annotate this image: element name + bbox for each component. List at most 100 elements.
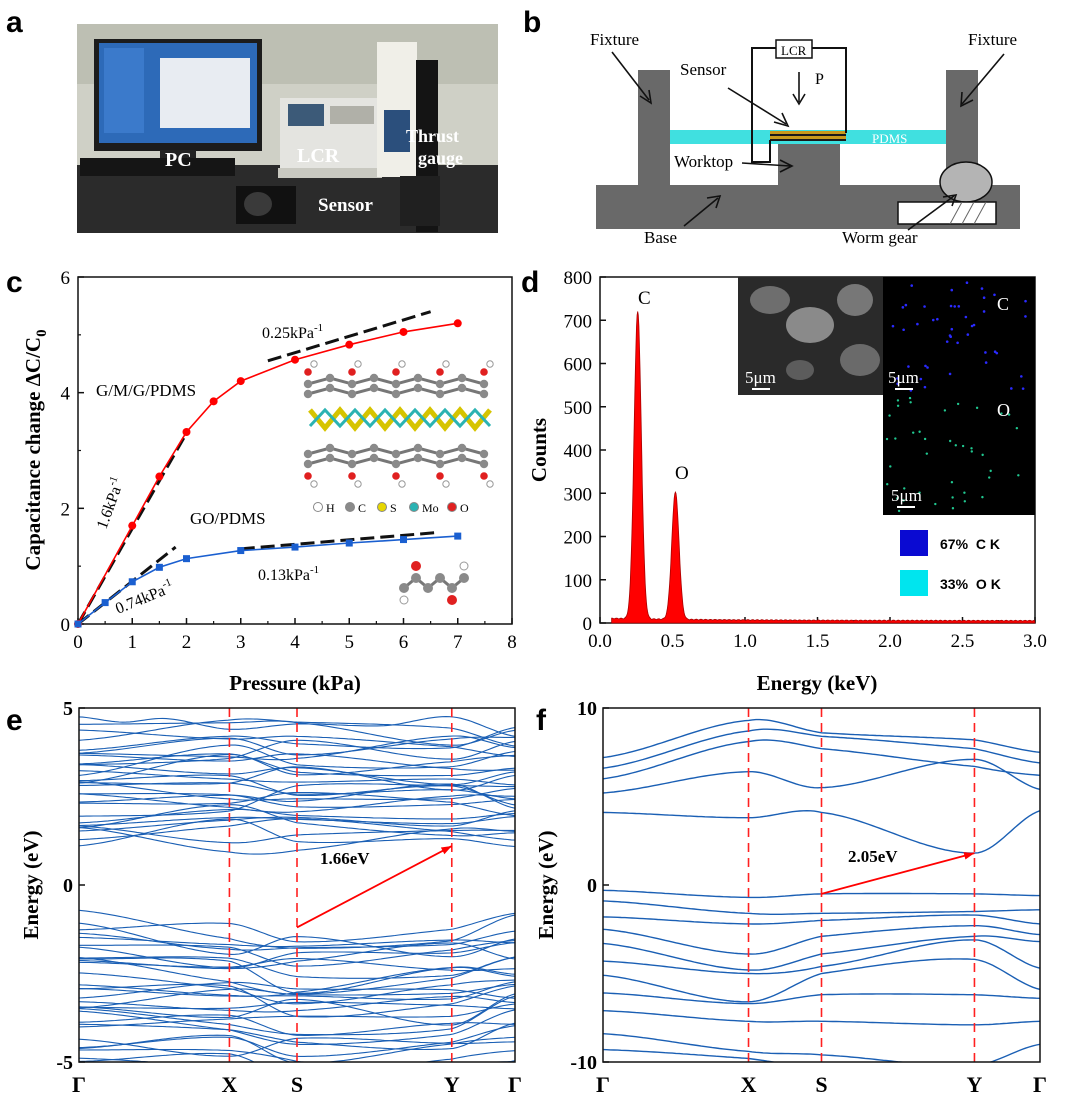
ytick-label: -5 xyxy=(56,1052,73,1074)
hydrogen-atom xyxy=(486,360,494,368)
carbon-atom xyxy=(457,383,467,393)
panel-letter-b: b xyxy=(523,6,541,39)
fixture-left-block xyxy=(638,70,670,188)
d-xtick-label: 0.0 xyxy=(588,631,612,652)
carbon-map-dot xyxy=(984,361,988,364)
e-gap-label: 1.66eV xyxy=(320,849,370,868)
legend-atom-label: H xyxy=(326,501,335,515)
carbon-map-dot xyxy=(950,327,954,331)
conduction-band xyxy=(79,791,515,817)
carbon-atom xyxy=(369,453,379,463)
c-xtick-label: 8 xyxy=(507,632,517,653)
carbon-map-dot xyxy=(956,341,959,345)
oxygen-map-dot xyxy=(896,497,899,500)
oxygen-map-dot xyxy=(956,402,960,406)
gap-arrow-head xyxy=(963,852,975,860)
carbon-map-dot xyxy=(916,322,919,326)
carbon-atom xyxy=(303,459,313,469)
oxygen-map-dot xyxy=(963,500,967,503)
label-sensor-photo: Sensor xyxy=(318,195,373,216)
d-ytick-label: 600 xyxy=(564,355,593,376)
oxygen-map-dot xyxy=(975,406,979,410)
carbon-map-dot xyxy=(949,304,953,308)
carbon-atom xyxy=(457,443,467,453)
scale-bar-c-map: 5μm xyxy=(888,368,919,387)
c-ytick-label: 4 xyxy=(61,384,71,405)
carbon-atom xyxy=(435,459,445,469)
d-ytick-label: 300 xyxy=(564,484,593,505)
carbon-atom xyxy=(413,383,423,393)
oxygen-map-dot xyxy=(902,499,905,502)
f-gap-arrow xyxy=(821,852,975,895)
carbon-map-dot xyxy=(902,328,905,332)
e-axis-ticks: -5 0 5 Γ X S Y Γ xyxy=(56,698,522,1097)
slope-4: 0.13kPa-1 xyxy=(258,564,319,584)
f-ylabel: Energy (eV) xyxy=(534,830,558,939)
panel-f: f -10 0 10 Γ X S Y Γ Energy (eV) 2.05eV xyxy=(534,698,1047,1097)
carbon-atom xyxy=(325,443,335,453)
d-xlabel: Energy (keV) xyxy=(757,671,878,695)
c-point xyxy=(345,340,354,349)
kpoint-label: X xyxy=(741,1072,757,1097)
oxygen-map-dot xyxy=(970,450,973,453)
legend-atom-h xyxy=(313,502,323,512)
composition-swatch-c xyxy=(900,530,928,556)
carbon-map-dot xyxy=(1024,315,1027,318)
conduction-band xyxy=(79,763,515,786)
c-xtick-label: 1 xyxy=(128,632,138,653)
carbon-map-dot xyxy=(924,364,927,368)
c-point xyxy=(101,599,109,607)
oxygen-atom xyxy=(392,472,400,480)
kpoint-label: Y xyxy=(444,1072,460,1097)
d-ytick-label: 200 xyxy=(564,528,593,549)
carbon-map-dot xyxy=(950,288,954,292)
hydrogen-atom xyxy=(442,360,450,368)
carbon-atom xyxy=(369,383,379,393)
panel-d: d 0.0 0.5 1.0 1.5 2.0 2.5 3.0 0 100 200 300 400 500 6… xyxy=(521,266,1047,695)
oxygen-map-dot xyxy=(934,502,937,506)
c-point xyxy=(291,355,299,364)
conduction-band xyxy=(79,766,515,791)
valence-band xyxy=(79,958,515,972)
legend-atom-mo xyxy=(409,502,419,512)
sensor-layer xyxy=(770,131,846,134)
oxygen-atom xyxy=(436,368,444,376)
c-point xyxy=(74,620,82,628)
go-structure-inset xyxy=(399,561,469,605)
c-point xyxy=(182,427,191,436)
carbon-atom xyxy=(413,453,423,463)
composition-c: 67% C K xyxy=(940,536,1000,552)
carbon-map-dot xyxy=(1021,387,1025,390)
mos2-layer xyxy=(308,406,492,432)
label-go: GO/PDMS xyxy=(190,509,266,528)
scale-bar-sem: 5μm xyxy=(745,368,776,387)
oxygen-map-dot xyxy=(988,476,991,479)
panel-letter-c: c xyxy=(6,266,23,299)
oxygen-map-dot xyxy=(981,453,984,457)
carbon-map-dot xyxy=(957,305,961,308)
peak-label-o: O xyxy=(675,463,689,484)
carbon-map-dot xyxy=(972,323,976,327)
oxygen-map-dot xyxy=(894,437,897,440)
carbon-map-dot xyxy=(1010,387,1013,390)
carbon-map-dot xyxy=(1024,299,1027,303)
d-ylabel: Counts xyxy=(527,418,551,482)
carbon-atom xyxy=(479,379,489,389)
ytick-label: -10 xyxy=(570,1052,597,1074)
oxygen-map-dot xyxy=(963,491,966,494)
carbon-map-dot xyxy=(891,324,895,328)
band-4 xyxy=(603,958,1040,1003)
carbon-map-dot xyxy=(919,377,923,381)
legend-atom-label: C xyxy=(358,501,366,515)
legend-atom-label: O xyxy=(460,501,469,515)
d-xtick-label: 2.5 xyxy=(951,631,975,652)
oxygen-map-dot xyxy=(989,469,992,473)
hydrogen-atom xyxy=(442,480,450,488)
label-gmg: G/M/G/PDMS xyxy=(96,381,196,400)
carbon-map-dot xyxy=(966,333,970,336)
carbon-atom xyxy=(391,449,401,459)
kpoint-label: S xyxy=(815,1072,827,1097)
oxygen-map-dot xyxy=(896,404,900,407)
valence-band xyxy=(79,1014,515,1036)
gmg-structure-inset xyxy=(303,360,494,488)
